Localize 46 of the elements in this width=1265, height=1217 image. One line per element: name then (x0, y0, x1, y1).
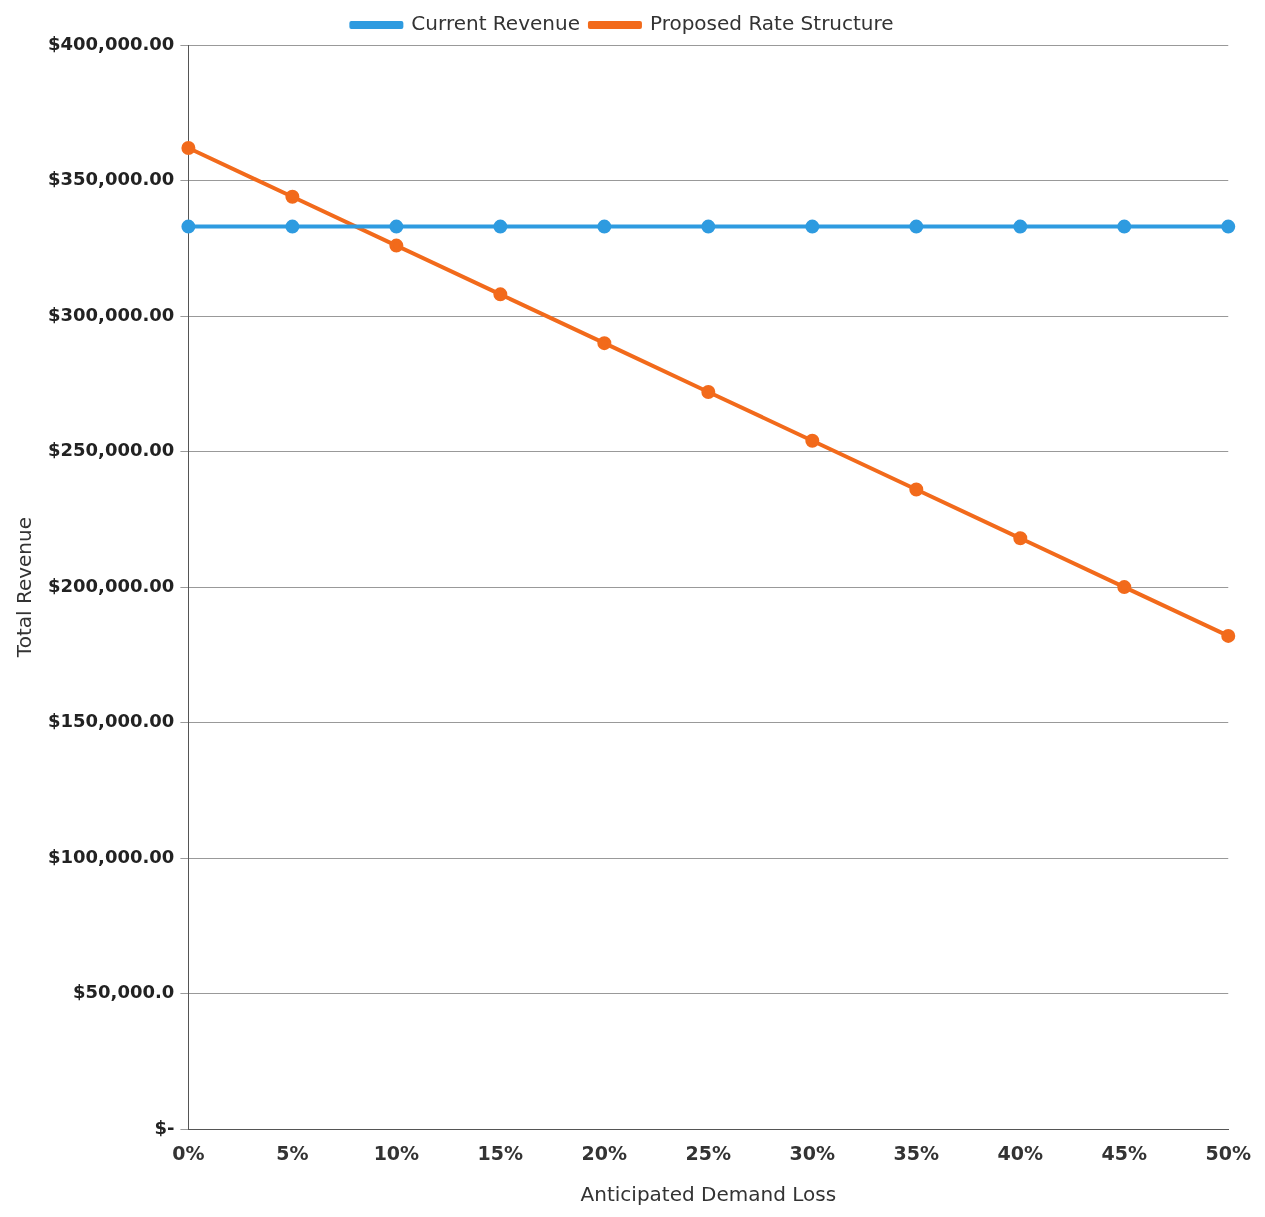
point (285, 219, 300, 234)
y-tick-label: $200,000.00 (47, 574, 175, 596)
x-tick-label: 0% (172, 1141, 205, 1164)
point (389, 238, 404, 253)
x-tick-label: 40% (997, 1141, 1044, 1164)
point (1221, 219, 1236, 234)
point (181, 141, 196, 155)
y-tick-label: $50,000.0 (73, 981, 175, 1003)
x-axis-title: Anticipated Demand Loss (580, 1182, 837, 1207)
x-tick-label: 10% (373, 1141, 420, 1164)
y-axis-title: Total Revenue (12, 517, 37, 659)
y-tick-label: $350,000.00 (47, 168, 175, 190)
point (1013, 531, 1028, 546)
y-tick-label: $150,000.00 (47, 710, 175, 732)
point (493, 219, 508, 234)
y-tick-label: $250,000.00 (47, 439, 175, 461)
point (805, 433, 820, 448)
y-tick-label: $100,000.00 (47, 845, 175, 867)
point (1013, 219, 1028, 234)
x-tick-label: 15% (477, 1141, 524, 1164)
legend-label: Current Revenue (411, 11, 580, 36)
point (597, 219, 612, 234)
x-tick-label: 50% (1205, 1141, 1251, 1164)
point (493, 287, 508, 302)
point (597, 336, 612, 351)
point (1117, 580, 1132, 595)
point (389, 219, 404, 234)
point (285, 189, 300, 204)
y-tick-label: $300,000.00 (47, 303, 175, 325)
x-tick-label: 20% (581, 1141, 628, 1164)
point (701, 219, 716, 234)
point (1221, 628, 1236, 643)
point (181, 219, 196, 234)
x-tick-label: 45% (1101, 1141, 1148, 1164)
point (909, 482, 924, 497)
x-tick-label: 25% (685, 1141, 732, 1164)
x-tick-label: 5% (276, 1141, 309, 1164)
y-tick-label: $400,000.00 (47, 32, 175, 54)
x-tick-label: 30% (789, 1141, 836, 1164)
point (805, 219, 820, 234)
point (909, 219, 924, 234)
legend-label: Proposed Rate Structure (649, 11, 894, 36)
point (701, 384, 716, 399)
point (1117, 219, 1132, 234)
x-tick-label: 35% (893, 1141, 940, 1164)
y-tick-label: $- (154, 1116, 175, 1138)
